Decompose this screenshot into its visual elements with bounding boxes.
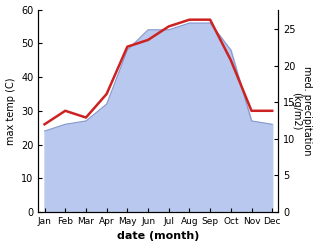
X-axis label: date (month): date (month) [117, 231, 200, 242]
Y-axis label: max temp (C): max temp (C) [5, 77, 16, 144]
Y-axis label: med. precipitation
(kg/m2): med. precipitation (kg/m2) [291, 66, 313, 156]
